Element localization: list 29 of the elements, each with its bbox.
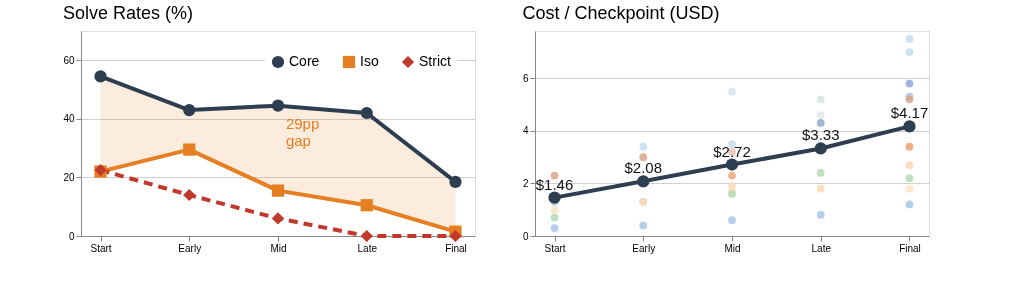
x-tick-label: Early: [632, 242, 656, 254]
data-label: $2.72: [713, 142, 751, 160]
x-tick-label: Mid: [270, 242, 287, 254]
x-tick-label: Mid: [724, 242, 741, 254]
y-tick-label: 0: [68, 230, 75, 242]
x-tick-label: Final: [899, 242, 921, 254]
annotation: 29pp gap: [285, 115, 320, 150]
legend-label: Core: [289, 53, 320, 69]
y-tick-label: 2: [522, 177, 529, 189]
legend-label: Strict: [419, 53, 451, 69]
data-label: $3.33: [801, 126, 840, 144]
chart-title: Solve Rates (%): [62, 3, 193, 23]
y-tick-label: 0: [522, 230, 529, 242]
x-tick-label: Late: [811, 242, 832, 254]
chart-title: Cost / Checkpoint (USD): [522, 3, 720, 23]
y-tick-label: 20: [63, 171, 75, 183]
y-tick-label: 40: [63, 113, 75, 125]
x-tick-label: Early: [178, 242, 202, 254]
legend-label: Iso: [360, 53, 379, 69]
data-label: $2.08: [624, 159, 663, 177]
x-tick-label: Start: [90, 242, 112, 254]
y-tick-label: 60: [63, 54, 75, 66]
y-tick-label: 6: [522, 72, 529, 84]
data-label: $4.17: [890, 104, 929, 122]
x-tick-label: Start: [544, 242, 566, 254]
x-tick-label: Final: [445, 242, 467, 254]
data-label: $1.46: [535, 175, 574, 193]
y-tick-label: 4: [522, 125, 529, 137]
x-tick-label: Late: [357, 242, 378, 254]
